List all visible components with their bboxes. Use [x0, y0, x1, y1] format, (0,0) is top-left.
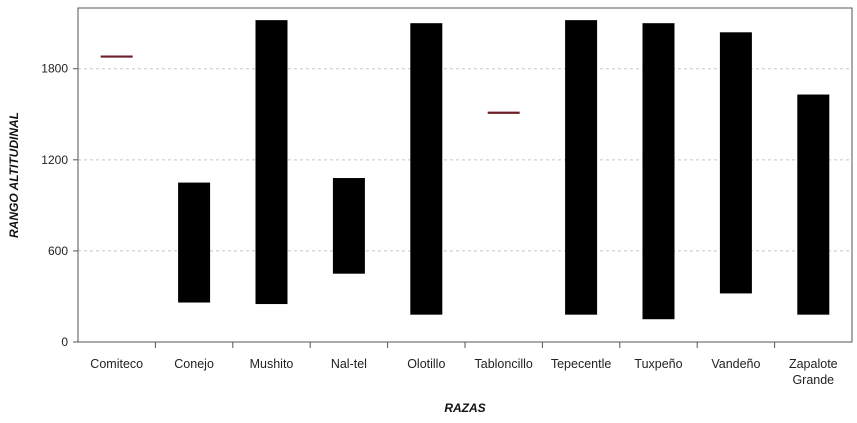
category-label: Mushito [250, 357, 294, 371]
category-label: Tabloncillo [475, 357, 533, 371]
category-label: Vandeño [711, 357, 760, 371]
category-label-line: Comiteco [90, 357, 143, 371]
x-axis-title: RAZAS [444, 401, 485, 415]
y-tick-label: 0 [61, 335, 68, 349]
range-bar [410, 23, 443, 315]
category-labels: Comiteco Conejo Mushito Nal-tel Olotillo Tabl… [90, 357, 837, 387]
range-bar [332, 178, 365, 274]
range-bar [719, 32, 752, 294]
y-axis-title: RANGO ALTITUDINAL [7, 112, 21, 238]
range-bar [255, 20, 288, 305]
range-bar [797, 94, 830, 315]
y-tick-label: 600 [48, 244, 68, 258]
category-label-line: Conejo [174, 357, 214, 371]
category-label: Olotillo [407, 357, 445, 371]
plot-frame [77, 7, 853, 343]
category-label: Tuxpeño [634, 357, 682, 371]
category-label: Nal-tel [331, 357, 367, 371]
category-label-line: Zapalote [789, 357, 838, 371]
category-label-line: Tepecentle [551, 357, 612, 371]
category-label-line: Grande [792, 373, 834, 387]
y-tick-label: 1800 [41, 62, 68, 76]
category-label-line: Mushito [250, 357, 294, 371]
range-bar [178, 182, 211, 303]
category-label-line: Nal-tel [331, 357, 367, 371]
range-bar [565, 20, 598, 315]
category-label-line: Olotillo [407, 357, 445, 371]
category-label-line: Vandeño [711, 357, 760, 371]
range-bars [100, 20, 830, 320]
y-tick-label: 1200 [41, 153, 68, 167]
y-tick-labels: 0 600 1200 1800 [41, 62, 68, 349]
category-label: Zapalote Grande [789, 357, 838, 387]
category-label: Conejo [174, 357, 214, 371]
category-label-line: Tuxpeño [634, 357, 682, 371]
category-label: Comiteco [90, 357, 143, 371]
category-label: Tepecentle [551, 357, 612, 371]
range-bar [642, 23, 675, 320]
category-label-line: Tabloncillo [475, 357, 533, 371]
